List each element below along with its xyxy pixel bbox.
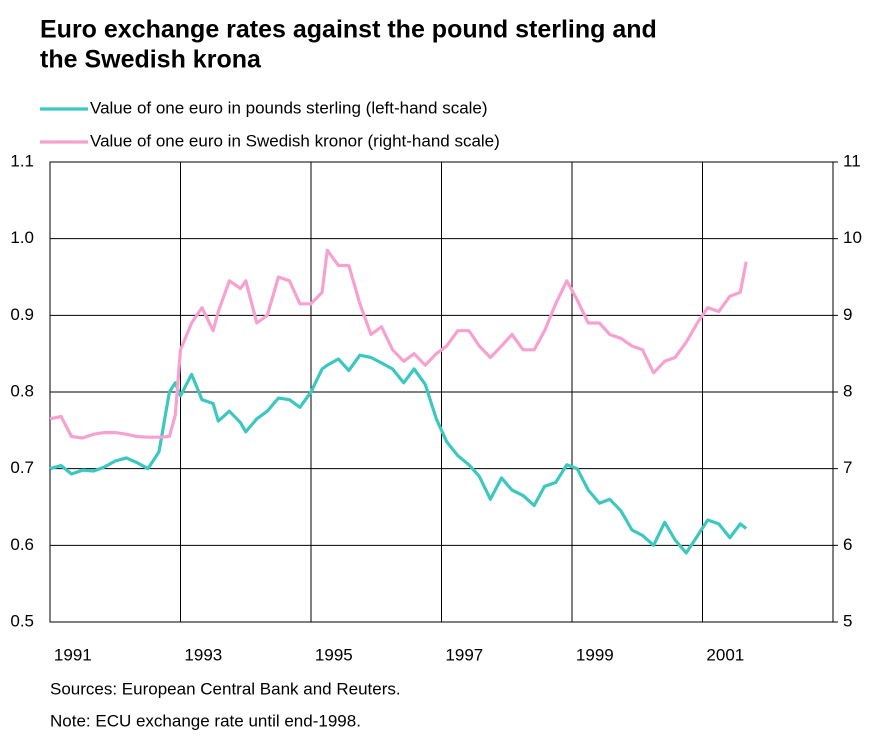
legend-label: Value of one euro in Swedish kronor (rig… [90,131,500,150]
x-tick-label: 1991 [54,645,92,664]
y-tick-label: 1.0 [10,228,34,247]
source-note: Sources: European Central Bank and Reute… [50,679,401,698]
chart-title: the Swedish krona [40,46,262,74]
series-line [49,248,748,440]
y2-tick-label: 8 [843,381,852,400]
x-tick-label: 1997 [445,645,483,664]
source-note: Note: ECU exchange rate until end-1998. [50,711,361,730]
y-tick-label: 0.6 [10,535,34,554]
x-tick-label: 1999 [576,645,614,664]
x-tick-label: 2001 [706,645,744,664]
x-tick-label: 1995 [315,645,353,664]
y-tick-label: 0.9 [10,305,34,324]
y-tick-label: 1.1 [10,151,34,170]
y2-tick-label: 10 [843,228,862,247]
y2-tick-label: 9 [843,305,852,324]
series-line [49,353,748,555]
y-tick-label: 0.5 [10,611,34,630]
legend-label: Value of one euro in pounds sterling (le… [90,98,488,117]
y2-tick-label: 6 [843,535,852,554]
y-tick-label: 0.8 [10,381,34,400]
y2-tick-label: 11 [843,151,861,170]
y-tick-label: 0.7 [10,458,34,477]
plot-frame [49,161,834,623]
y2-tick-label: 5 [843,611,852,630]
chart-title: Euro exchange rates against the pound st… [40,16,657,44]
y2-tick-label: 7 [843,458,852,477]
x-tick-label: 1993 [184,645,222,664]
